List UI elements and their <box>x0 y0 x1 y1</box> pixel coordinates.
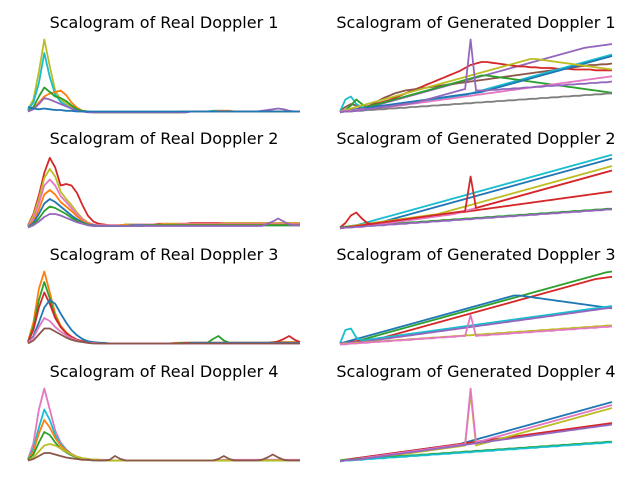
series-line-1 <box>339 270 613 345</box>
plot-area <box>27 387 300 462</box>
series-line-7 <box>339 169 613 230</box>
panel-real-doppler-1: Scalogram of Real Doppler 1 <box>27 13 300 114</box>
series-line-9 <box>339 92 612 114</box>
panel-title: Scalogram of Real Doppler 2 <box>50 129 279 148</box>
series-line-3 <box>339 294 613 345</box>
series-line-6 <box>27 452 300 462</box>
panel-title: Scalogram of Real Doppler 4 <box>50 362 279 381</box>
plot-area <box>27 38 300 114</box>
series-line-8 <box>339 208 612 230</box>
panel-real-doppler-3: Scalogram of Real Doppler 3 <box>27 245 301 345</box>
panel-generated-doppler-2: Scalogram of Generated Doppler 2 <box>336 129 616 230</box>
plot-area <box>339 270 613 346</box>
plot-area <box>27 156 300 229</box>
panel-title: Scalogram of Generated Doppler 1 <box>336 13 615 32</box>
panel-title: Scalogram of Real Doppler 3 <box>50 245 279 264</box>
series-line-4 <box>339 305 613 344</box>
panel-title: Scalogram of Real Doppler 1 <box>50 13 279 32</box>
plot-area <box>339 38 613 114</box>
plot-area <box>339 153 613 230</box>
series-line-6 <box>27 327 300 345</box>
series-line-7 <box>339 58 613 113</box>
series-line-6 <box>339 55 613 113</box>
series-line-6 <box>339 441 612 463</box>
series-line-5 <box>339 306 613 345</box>
panel-title: Scalogram of Generated Doppler 3 <box>336 245 615 264</box>
series-line-7 <box>27 213 300 229</box>
plot-area <box>27 270 301 345</box>
series-line-5 <box>339 74 613 113</box>
series-line-6 <box>27 106 300 113</box>
panel-title: Scalogram of Generated Doppler 2 <box>336 129 615 148</box>
panel-generated-doppler-3: Scalogram of Generated Doppler 3 <box>336 245 616 346</box>
series-line-10 <box>339 38 613 114</box>
panel-real-doppler-2: Scalogram of Real Doppler 2 <box>27 129 300 229</box>
plot-area <box>339 387 613 463</box>
panel-generated-doppler-4: Scalogram of Generated Doppler 4 <box>336 362 616 463</box>
panel-title: Scalogram of Generated Doppler 4 <box>336 362 615 381</box>
panel-generated-doppler-1: Scalogram of Generated Doppler 1 <box>336 13 616 114</box>
series-line-7 <box>340 314 613 346</box>
panel-real-doppler-4: Scalogram of Real Doppler 4 <box>27 362 300 462</box>
series-line-7 <box>339 423 613 463</box>
series-line-1 <box>339 153 613 229</box>
